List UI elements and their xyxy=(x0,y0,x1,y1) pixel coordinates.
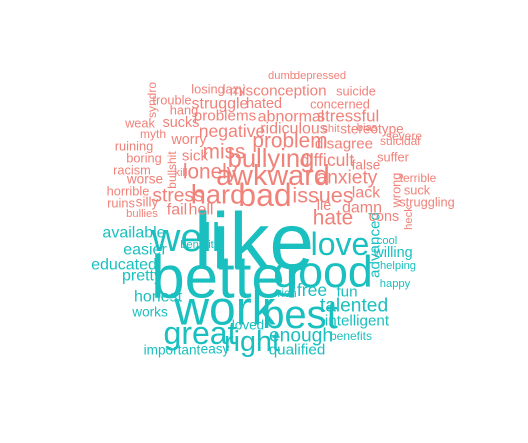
word-qualified: qualified xyxy=(269,342,326,359)
word-educated: educated xyxy=(91,257,157,274)
word-work: work xyxy=(173,283,276,336)
word-bias: bias xyxy=(357,122,378,134)
word-heck: heck xyxy=(403,206,415,230)
word-suicidal: suicidal xyxy=(380,134,420,148)
word-anxiety: anxiety xyxy=(317,168,378,189)
word-like: like xyxy=(194,197,314,286)
word-problems: problems xyxy=(194,108,257,125)
word-suicide: suicide xyxy=(336,84,376,99)
word-lack: lack xyxy=(352,185,381,202)
word-boring: boring xyxy=(126,151,162,166)
word-struggling: struggling xyxy=(399,195,455,210)
word-disagree: disagree xyxy=(315,136,373,153)
word-good: good xyxy=(273,247,373,297)
word-hated: hated xyxy=(246,96,282,112)
word-false: false xyxy=(352,158,381,173)
word-lazy: lazy xyxy=(223,82,246,97)
word-hard: hard xyxy=(191,179,245,210)
word-difficult: difficult xyxy=(300,150,355,170)
word-damn: damn xyxy=(342,200,382,217)
word-kill: kill xyxy=(174,167,187,179)
word-benefit: benefit xyxy=(180,239,214,251)
word-struggle: struggle xyxy=(192,96,249,113)
word-cool: cool xyxy=(377,235,398,247)
word-stressful: stressful xyxy=(317,107,379,126)
word-fun: fun xyxy=(336,284,357,301)
word-weak: weak xyxy=(124,116,155,131)
word-horrible: horrible xyxy=(107,184,150,199)
word-sucks: sucks xyxy=(163,115,200,131)
word-terrible: terrible xyxy=(400,171,437,185)
word-lie: lie xyxy=(317,198,331,214)
word-rich: rich xyxy=(277,286,296,300)
word-sick: sick xyxy=(182,148,209,165)
word-concerned: concerned xyxy=(310,97,370,112)
word-dumb: dumb xyxy=(268,70,296,82)
word-losing: losing xyxy=(191,82,224,97)
word-love: love xyxy=(311,226,370,262)
word-misconception: misconception xyxy=(229,83,326,100)
word-great: great xyxy=(164,315,237,351)
word-advanced: advanced xyxy=(367,212,384,278)
word-stereotype: stereotype xyxy=(340,122,403,137)
word-free: free xyxy=(297,280,327,300)
word-right: right xyxy=(224,326,280,358)
word-happy: happy xyxy=(380,278,411,290)
word-bad: bad xyxy=(238,177,291,213)
word-suck: suck xyxy=(404,183,431,198)
word-abnormal: abnormal xyxy=(258,109,325,126)
word-miss: miss xyxy=(203,141,246,164)
word-hang: hang xyxy=(170,103,198,118)
word-silly: silly xyxy=(136,195,159,210)
word-depressed: depressed xyxy=(294,70,346,82)
word-bullshit: bullshit xyxy=(165,151,179,189)
word-worse: worse xyxy=(126,172,163,187)
word-intelligent: intelligent xyxy=(325,313,390,330)
word-works: works xyxy=(131,305,168,320)
word-well: well xyxy=(151,216,221,260)
word-talented: talented xyxy=(320,296,388,317)
word-important: important xyxy=(144,343,201,358)
word-hell: hell xyxy=(189,202,214,219)
word-severe: severe xyxy=(386,129,422,143)
word-helping: helping xyxy=(380,260,416,272)
word-pretty: pretty xyxy=(122,268,162,285)
word-wrong: wrong xyxy=(389,173,404,209)
word-honest: honest xyxy=(134,289,183,306)
word-better: better xyxy=(151,244,304,311)
word-cons: cons xyxy=(369,209,399,225)
word-hate: hate xyxy=(313,207,353,230)
word-syndro: syndro xyxy=(145,82,159,118)
word-stress: stress xyxy=(152,186,203,207)
word-awkward: awkward xyxy=(216,160,330,192)
word-ridiculous: ridiculous xyxy=(260,121,328,138)
word-negative: negative xyxy=(199,121,266,141)
word-benefits: benefits xyxy=(330,329,372,343)
word-worry: worry xyxy=(170,132,207,148)
word-willing: willing xyxy=(372,245,412,261)
word-available: available xyxy=(102,225,165,242)
word-bullies: bullies xyxy=(126,208,158,220)
word-ruins: ruins xyxy=(107,196,135,211)
word-problem: problem xyxy=(252,130,327,153)
word-best: best xyxy=(262,293,338,337)
word-loved: loved xyxy=(232,318,265,333)
word-enough: enough xyxy=(269,326,333,347)
word-bullying: bullying xyxy=(228,145,315,173)
word-easier: easier xyxy=(123,242,167,259)
word-shit: shit xyxy=(322,123,340,135)
word-suffer: suffer xyxy=(377,150,410,165)
word-racism: racism xyxy=(113,163,151,178)
word-myth: myth xyxy=(140,127,166,141)
word-easy: easy xyxy=(201,342,230,357)
word-issues: issues xyxy=(292,183,353,208)
word-trouble: trouble xyxy=(152,93,191,108)
word-ruining: ruining xyxy=(115,139,153,154)
word-lonely: lonely xyxy=(183,161,238,184)
word-fail: fail xyxy=(167,202,187,219)
